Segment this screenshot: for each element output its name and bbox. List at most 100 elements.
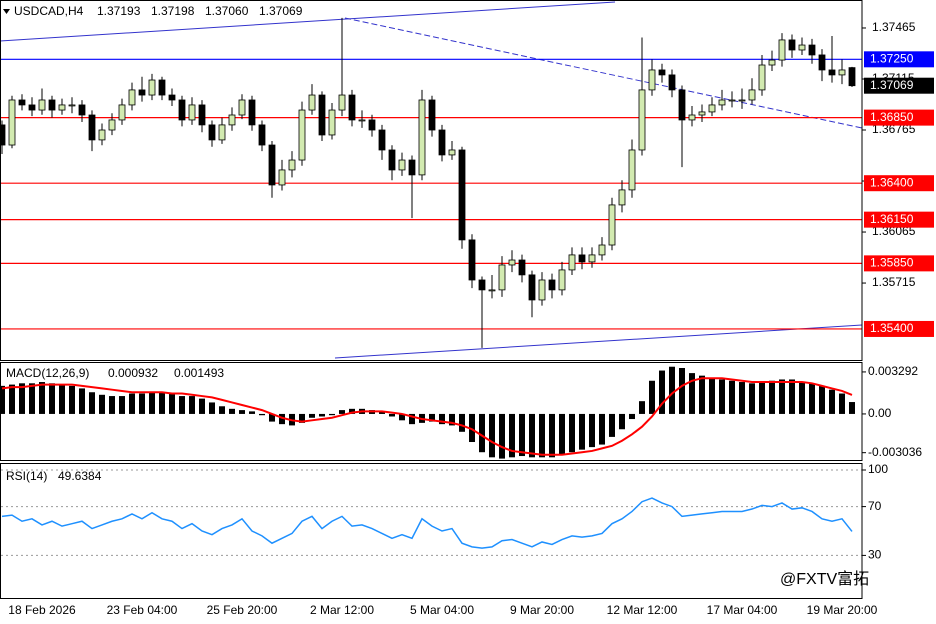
candle-body <box>618 189 626 206</box>
rsi-panel-frame <box>0 463 863 599</box>
macd-bar <box>629 413 635 420</box>
macd-bar <box>739 382 745 414</box>
macd-bar <box>679 367 685 414</box>
macd-bar <box>589 413 595 448</box>
candle-body <box>58 104 66 111</box>
watermark: @FXTV富拓 <box>780 570 869 588</box>
y-tick-label: 1.36765 <box>872 122 916 136</box>
current-price-box <box>864 77 934 94</box>
y-tick-label: 0.00 <box>868 406 892 420</box>
macd-bar <box>379 411 385 414</box>
candle-body <box>158 79 166 96</box>
macd-bar <box>239 410 245 414</box>
y-tick-label: 1.36065 <box>872 224 916 238</box>
macd-bar <box>259 413 265 416</box>
macd-bar <box>229 408 235 414</box>
candle-body <box>488 289 496 292</box>
candle-body <box>608 204 616 246</box>
candle-body <box>588 254 596 263</box>
macd-bar <box>209 402 215 414</box>
x-tick-label: 5 Mar 04:00 <box>410 603 474 617</box>
level-label-box <box>864 51 934 68</box>
macd-bar <box>149 392 155 414</box>
candle-body <box>118 104 126 121</box>
candle-body <box>498 264 506 291</box>
macd-bar <box>439 413 445 425</box>
candle-body <box>388 149 396 171</box>
candle-body <box>338 94 346 111</box>
macd-bar <box>719 379 725 414</box>
macd-bar <box>639 401 645 414</box>
candle-body <box>428 99 436 131</box>
trend-lines <box>0 1 863 359</box>
trend-line <box>0 1 616 42</box>
x-tick-label: 25 Feb 20:00 <box>207 603 278 617</box>
x-tick-label: 2 Mar 12:00 <box>310 603 374 617</box>
candle-body <box>108 119 116 131</box>
level-label: 1.36150 <box>870 212 914 226</box>
macd-bar <box>539 413 545 458</box>
level-label: 1.37250 <box>870 51 914 65</box>
macd-bar <box>269 413 275 422</box>
candle-body <box>308 94 316 111</box>
trend-line <box>334 324 863 359</box>
macd-bar <box>119 396 125 414</box>
candle-body <box>648 69 656 91</box>
macd-bar <box>769 380 775 414</box>
y-tick-label: 0.003292 <box>868 364 918 378</box>
candle-body <box>238 99 246 116</box>
high-value: 1.37198 <box>151 4 195 18</box>
macd-bar <box>569 413 575 453</box>
candle-body <box>0 124 6 146</box>
macd-bar <box>19 383 25 414</box>
current-price-label: 1.37069 <box>870 78 914 92</box>
macd-bar <box>709 378 715 414</box>
macd-bar <box>599 413 605 445</box>
macd-bar <box>669 366 675 414</box>
macd-bar <box>349 408 355 414</box>
macd-bar <box>339 410 345 414</box>
candle-body <box>178 99 186 121</box>
macd-bar <box>29 383 35 414</box>
macd-bar <box>699 375 705 414</box>
macd-bar <box>139 393 145 414</box>
main-panel-frame <box>0 0 863 361</box>
menu-triangle <box>3 9 10 14</box>
macd-bar <box>529 413 535 458</box>
macd-bar <box>499 413 505 459</box>
candle-body <box>638 89 646 151</box>
candle-body <box>758 64 766 91</box>
macd-bar <box>809 383 815 414</box>
candle-body <box>798 44 806 51</box>
candle-body <box>578 254 586 263</box>
macd-bar <box>189 396 195 414</box>
macd-bar <box>389 413 395 417</box>
x-tick-label: 23 Feb 04:00 <box>107 603 178 617</box>
macd-panel-frame <box>0 362 863 461</box>
candle-body <box>248 99 256 126</box>
candle-body <box>368 119 376 131</box>
candle-body <box>78 104 86 116</box>
level-label-box <box>864 109 934 126</box>
level-label: 1.36850 <box>870 110 914 124</box>
candle-body <box>418 99 426 176</box>
macd-bar <box>319 413 325 417</box>
plot-layer: 1.374651.371151.367651.364151.360651.357… <box>0 17 934 617</box>
macd-bar <box>69 385 75 414</box>
x-tick-label: 18 Feb 2026 <box>8 603 76 617</box>
trend-line <box>344 17 863 129</box>
macd-bar <box>429 413 435 422</box>
candle-body <box>458 149 466 241</box>
level-label-box <box>864 255 934 272</box>
candle-body <box>628 149 636 191</box>
macd-bar <box>59 384 65 414</box>
candle-body <box>668 74 676 91</box>
candle-body <box>48 99 56 111</box>
level-label: 1.35400 <box>870 321 914 335</box>
y-tick-label: -0.003036 <box>868 445 922 459</box>
symbol-title: USDCAD,H4 <box>14 4 84 18</box>
candle-body <box>8 99 16 146</box>
candle-body <box>678 89 686 121</box>
